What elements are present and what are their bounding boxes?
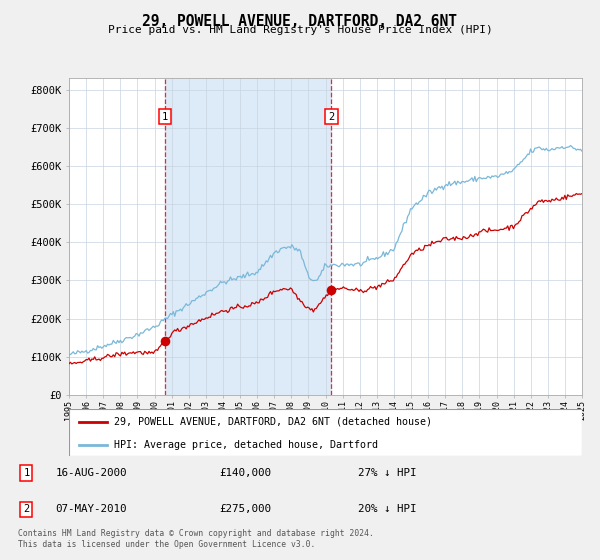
- Point: [326, 286, 336, 295]
- Text: 1: 1: [23, 468, 29, 478]
- Text: 27% ↓ HPI: 27% ↓ HPI: [358, 468, 416, 478]
- Text: HPI: Average price, detached house, Dartford: HPI: Average price, detached house, Dart…: [114, 440, 378, 450]
- Text: 16-AUG-2000: 16-AUG-2000: [55, 468, 127, 478]
- Text: 1: 1: [162, 111, 168, 122]
- Text: 20% ↓ HPI: 20% ↓ HPI: [358, 505, 416, 515]
- Text: £275,000: £275,000: [220, 505, 271, 515]
- Text: 2: 2: [328, 111, 335, 122]
- Text: Price paid vs. HM Land Registry's House Price Index (HPI): Price paid vs. HM Land Registry's House …: [107, 25, 493, 35]
- Bar: [165, 78, 331, 395]
- FancyBboxPatch shape: [69, 409, 582, 456]
- Text: Contains HM Land Registry data © Crown copyright and database right 2024.
This d: Contains HM Land Registry data © Crown c…: [18, 529, 374, 549]
- Text: 29, POWELL AVENUE, DARTFORD, DA2 6NT (detached house): 29, POWELL AVENUE, DARTFORD, DA2 6NT (de…: [114, 417, 432, 427]
- Text: £140,000: £140,000: [220, 468, 271, 478]
- Point: [160, 337, 170, 346]
- Text: 2: 2: [23, 505, 29, 515]
- Text: 07-MAY-2010: 07-MAY-2010: [55, 505, 127, 515]
- Text: 29, POWELL AVENUE, DARTFORD, DA2 6NT: 29, POWELL AVENUE, DARTFORD, DA2 6NT: [143, 14, 458, 29]
